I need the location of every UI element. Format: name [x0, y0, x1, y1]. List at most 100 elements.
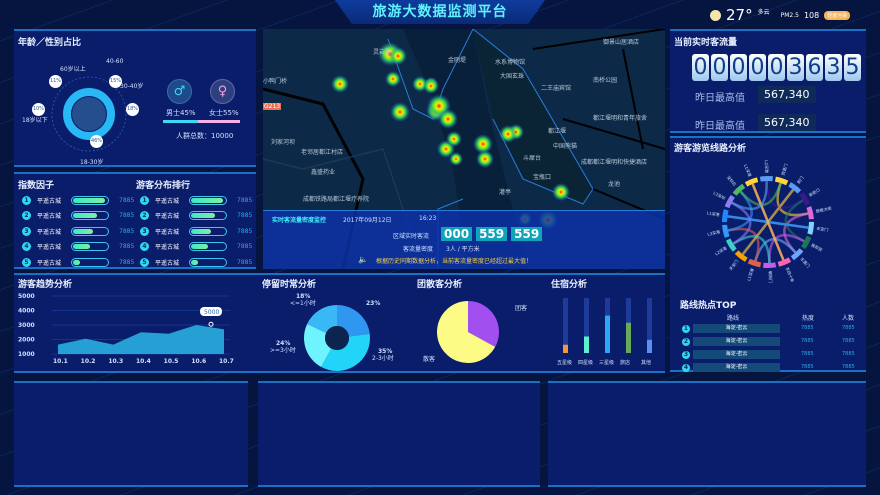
map-label: 二王庙宾馆 [541, 85, 572, 92]
page-title: 旅游大数据监测平台 [372, 4, 508, 20]
route-top-title: 路线热点TOP [680, 301, 737, 311]
map-label: 成都都江堰明和快捷酒店 [581, 159, 648, 166]
chord-node-arc[interactable] [744, 177, 759, 187]
pie-slice[interactable] [437, 301, 496, 363]
chord-node-arc[interactable] [777, 257, 792, 267]
rank-value: 7885 [237, 196, 253, 204]
chord-node-label: 新街口 [807, 186, 820, 197]
stay-chart: 18%<=1小时 23% 35%2-3小时 24%>=3小时 [270, 293, 394, 371]
bar[interactable] [647, 339, 652, 353]
bar-track [647, 298, 652, 353]
bar-track [584, 298, 589, 353]
y-tick-label: 5000 [18, 293, 35, 300]
trend-area [58, 325, 224, 354]
age-pct-bubble: 10% [32, 103, 45, 116]
chord-node-arc[interactable] [807, 221, 814, 235]
rank-value: 7885 [119, 227, 135, 235]
lodging-chart: 五星级 四星级 三星级 旅店 其他 [557, 298, 652, 366]
heat-spot [331, 75, 349, 93]
chord-node-label: 深圳北 [726, 174, 738, 187]
chord-node-arc[interactable] [788, 182, 802, 194]
chord-node-arc[interactable] [759, 176, 773, 182]
x-tick-label: 其他 [641, 359, 651, 366]
chord-node-arc[interactable] [806, 206, 814, 220]
chord-node-arc[interactable] [722, 209, 729, 223]
counter-digit: 0 [711, 54, 728, 81]
chord-node-arc[interactable] [722, 224, 730, 238]
chord-node-arc[interactable] [724, 194, 735, 209]
flow-digit-group: 000 [441, 227, 473, 241]
page-header: 旅游大数据监测平台 [335, 0, 545, 24]
chord-node-arc[interactable] [763, 262, 777, 268]
pie-slice[interactable] [337, 305, 370, 337]
rank-row: 2 平遥古城 7885 [22, 210, 134, 222]
col-header-route: 路线 [727, 315, 740, 322]
chord-node-arc[interactable] [732, 183, 746, 196]
rank-value: 7885 [119, 196, 135, 204]
rank-progress [189, 242, 228, 251]
pie-slice[interactable] [307, 305, 337, 333]
heat-spot [423, 78, 439, 94]
map-label: 中国熊猫 [553, 143, 578, 150]
monitor-overlay: 实时客流量密度监控 2017年09月12日 16:23 区域实时客流 000 55… [263, 210, 665, 269]
y-tick-label: 3000 [18, 322, 35, 329]
chord-node-arc[interactable] [734, 250, 748, 262]
bar[interactable] [605, 315, 610, 353]
chord-node-arc[interactable] [747, 258, 762, 268]
bar[interactable] [563, 344, 568, 353]
slice-label: 团客 [515, 304, 527, 312]
tooltip-box [200, 307, 222, 316]
rank-badge: 4 [682, 364, 690, 372]
age-label: 30-40岁 [120, 83, 144, 90]
visitor-rank-title: 游客分布排行 [136, 181, 191, 191]
pie-slice[interactable] [304, 323, 332, 367]
slice-label: <=1小时 [290, 299, 316, 307]
chord-link [739, 182, 782, 207]
rank-name: 平遥古城 [37, 213, 62, 220]
x-tick-label: 五星级 [557, 359, 572, 366]
chord-link [731, 180, 768, 211]
flow-counter: 000 559 559 [441, 227, 546, 241]
rank-progress [189, 226, 228, 236]
chord-node-label: L2深港 [713, 245, 727, 257]
chord-node-arc[interactable] [801, 235, 812, 250]
rank-value: 7885 [237, 258, 253, 266]
x-tick-label: 10.1 [53, 358, 68, 365]
map-label: 都江堰明和青年旅舍 [593, 115, 648, 122]
panel-title: 年龄／性别占比 [18, 38, 82, 48]
heat-map[interactable]: 金刚堤 水系博物馆 大国玄珠 二王庙宾馆 御景山居酒店 都江堰明和青年旅舍 都江堰 中国熊猫斗… [263, 29, 665, 269]
pie-slice[interactable] [321, 333, 370, 371]
pm-label: PM2.5 [780, 11, 799, 19]
counter-digit: 0 [692, 54, 709, 81]
chord-node-label: 西直门 [779, 163, 788, 176]
chord-node-label: 雍和宫 [810, 241, 823, 252]
map-label: 龙池 [608, 181, 621, 188]
heat-spot [473, 134, 493, 154]
weather: 27° 多云 PM2.5 108 轻度污染 [710, 6, 851, 24]
counter-digit: 0 [749, 54, 766, 81]
slice-label: 散客 [423, 355, 435, 363]
rank-row: 3 平遥古城 7885 [140, 225, 252, 237]
chord-node-arc[interactable] [774, 176, 789, 186]
rank-value: 7885 [119, 212, 135, 219]
bar[interactable] [626, 322, 631, 353]
chord-node-label: 天安门 [727, 258, 739, 271]
map-label: 金刚堤 [448, 57, 467, 64]
route-people: 7885 [842, 351, 855, 357]
rank-badge: 3 [22, 226, 31, 236]
age-label: 40-60 [106, 58, 124, 65]
index-factor-title: 指数因子 [18, 181, 55, 191]
chord-node-arc[interactable] [790, 248, 804, 261]
chord-node-label: L1深港 [745, 267, 755, 281]
counter-digit: 3 [825, 54, 842, 81]
pie-slice[interactable] [468, 301, 499, 347]
chord-node-arc[interactable] [799, 192, 811, 206]
chord-node-arc[interactable] [725, 238, 737, 252]
monitor-date: 2017年09月12日 [343, 217, 392, 224]
counter-digit: 6 [806, 54, 823, 81]
age-label: 60岁以上 [60, 66, 86, 73]
bar[interactable] [584, 336, 589, 354]
tooltip-point[interactable] [208, 321, 214, 327]
rank-value: 7885 [119, 243, 135, 250]
rank-badge: 1 [682, 325, 690, 333]
